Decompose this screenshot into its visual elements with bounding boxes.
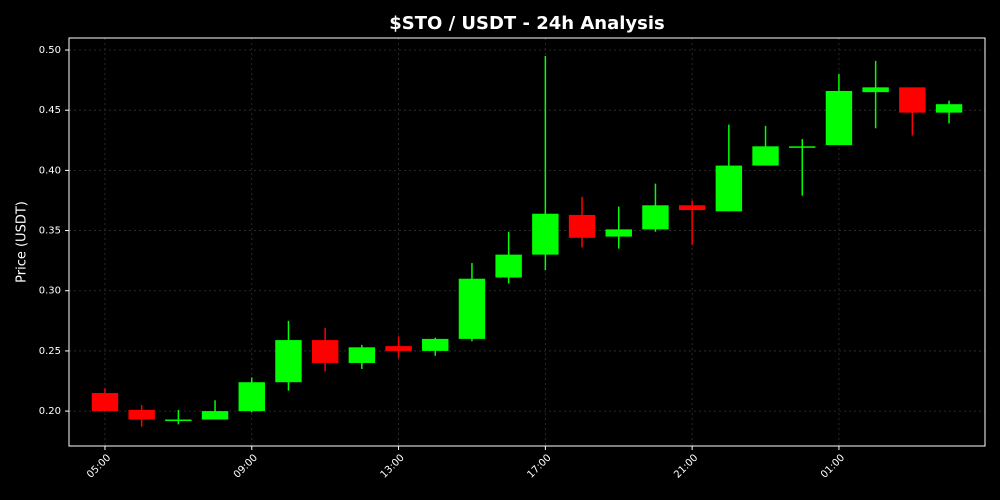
chart-title: $STO / USDT - 24h Analysis: [389, 13, 665, 34]
plot-frame: [68, 37, 986, 447]
candle-body: [165, 419, 192, 422]
candle-body: [495, 254, 522, 278]
candle-body: [201, 411, 229, 420]
candle-body: [899, 87, 926, 113]
candle-body: [275, 340, 302, 383]
candle-body: [678, 205, 706, 211]
candle-body: [605, 229, 632, 237]
candle-body: [935, 104, 963, 113]
candle-body: [311, 340, 339, 363]
candle-body: [91, 393, 119, 412]
y-tick-label: 0.35: [39, 226, 61, 237]
y-tick-label: 0.40: [39, 165, 61, 176]
candle-body: [458, 278, 486, 339]
y-tick-label: 0.50: [39, 45, 61, 56]
y-tick-label: 0.20: [39, 406, 61, 417]
y-tick-label: 0.45: [39, 105, 61, 116]
candle-body: [422, 338, 449, 351]
candle-body: [532, 213, 559, 255]
y-tick-label: 0.30: [39, 286, 61, 297]
candle-body: [642, 205, 669, 230]
candle-body: [348, 347, 376, 363]
candle-body: [825, 90, 853, 146]
candle-body: [385, 346, 412, 351]
candle-body: [128, 409, 155, 420]
candle-body: [862, 87, 889, 93]
y-tick-label: 0.25: [39, 346, 61, 357]
candle-body: [568, 214, 596, 238]
candle-body: [238, 382, 265, 412]
candle-body: [789, 146, 816, 148]
candle-body: [715, 165, 743, 212]
candle-body: [752, 146, 779, 166]
y-axis-label: Price (USDT): [15, 201, 30, 283]
